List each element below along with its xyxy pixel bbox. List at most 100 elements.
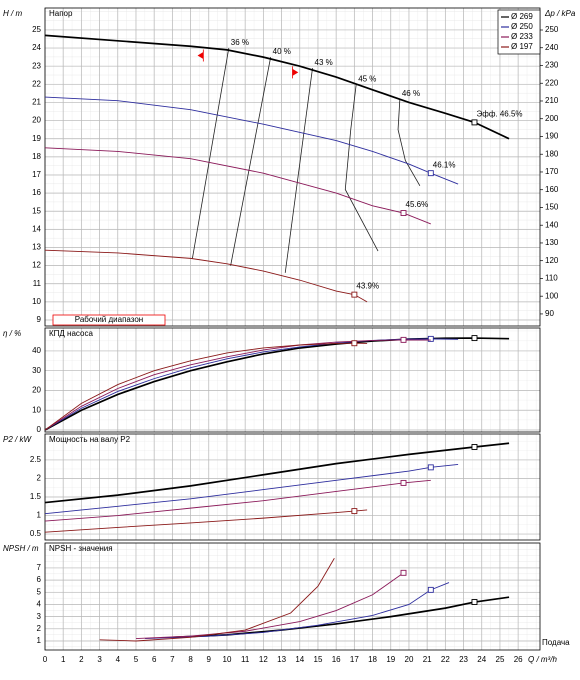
y2-tick-label: 100 bbox=[545, 291, 559, 300]
y-tick-label: 20 bbox=[32, 386, 41, 395]
y2-tick-label: 170 bbox=[545, 167, 559, 176]
y2-tick-label: 240 bbox=[545, 43, 559, 52]
x-tick-label: 17 bbox=[350, 655, 359, 664]
x-tick-label: 10 bbox=[223, 655, 232, 664]
x-tick-label: 19 bbox=[386, 655, 395, 664]
plot-border bbox=[44, 7, 541, 327]
curve bbox=[135, 572, 404, 640]
y-tick-label: 2 bbox=[37, 474, 42, 483]
duty-point bbox=[400, 210, 407, 217]
duty-point bbox=[427, 170, 434, 177]
curve bbox=[44, 339, 431, 431]
y2-tick-label: 220 bbox=[545, 78, 559, 87]
curve bbox=[44, 463, 459, 515]
x-tick-label: 14 bbox=[295, 655, 304, 664]
x-tick-label: 21 bbox=[423, 655, 432, 664]
x-tick-label: 13 bbox=[277, 655, 286, 664]
y-tick-label: 10 bbox=[32, 405, 41, 414]
range-arrow bbox=[292, 66, 299, 79]
y-axis-label: NPSH / m bbox=[3, 544, 39, 553]
y-tick-label: 24 bbox=[32, 43, 41, 52]
range-box bbox=[52, 314, 166, 326]
duty-point bbox=[471, 599, 478, 605]
efficiency-label: 40 % bbox=[273, 47, 291, 56]
plot-border bbox=[44, 433, 541, 541]
y-tick-label: 21 bbox=[32, 98, 41, 107]
y-tick-label: 22 bbox=[32, 79, 41, 88]
curve-label: 45.6% bbox=[406, 200, 429, 209]
y-tick-label: 5 bbox=[37, 587, 42, 596]
y-tick-label: 0.5 bbox=[30, 529, 42, 538]
panel-title: Напор bbox=[49, 9, 73, 18]
y-axis-label: H / m bbox=[3, 9, 22, 18]
curve bbox=[44, 34, 510, 140]
duty-point bbox=[427, 335, 434, 342]
x-tick-label: 16 bbox=[332, 655, 341, 664]
x-tick-label: 7 bbox=[170, 655, 175, 664]
curve-label: Эфф. 46.5% bbox=[476, 110, 522, 119]
y-tick-label: 40 bbox=[32, 346, 41, 355]
y2-tick-label: 160 bbox=[545, 185, 559, 194]
x-tick-label: 18 bbox=[368, 655, 377, 664]
curve-label: 46.1% bbox=[433, 160, 456, 169]
y-tick-label: 23 bbox=[32, 61, 41, 70]
y-tick-label: 1 bbox=[37, 511, 42, 520]
x-tick-label: 24 bbox=[477, 655, 486, 664]
efficiency-label: 46 % bbox=[402, 89, 420, 98]
y-tick-label: 7 bbox=[37, 563, 42, 572]
y-tick-label: 16 bbox=[32, 188, 41, 197]
y-tick-label: 12 bbox=[32, 261, 41, 270]
duty-point bbox=[427, 586, 434, 593]
y2-tick-label: 90 bbox=[545, 309, 554, 318]
x-tick-label: 0 bbox=[43, 655, 48, 664]
efficiency-label: 45 % bbox=[358, 74, 376, 83]
curve bbox=[44, 96, 459, 185]
efficiency-line bbox=[344, 84, 379, 252]
efficiency-line bbox=[397, 98, 421, 187]
curve bbox=[44, 338, 459, 431]
y2-axis-label: Δp / kPa bbox=[544, 9, 576, 18]
y-tick-label: 1.5 bbox=[30, 492, 42, 501]
range-label: Рабочий диапазон bbox=[75, 315, 143, 324]
y-tick-label: 13 bbox=[32, 243, 41, 252]
duty-point bbox=[400, 569, 407, 576]
duty-point bbox=[471, 444, 478, 450]
plot-area bbox=[45, 8, 540, 326]
y-axis-label: η / % bbox=[3, 329, 21, 338]
y-tick-label: 4 bbox=[37, 600, 42, 609]
y2-tick-label: 110 bbox=[545, 274, 558, 283]
duty-point bbox=[351, 291, 358, 298]
y-tick-label: 3 bbox=[37, 612, 42, 621]
x-tick-label: 1 bbox=[61, 655, 66, 664]
y2-tick-label: 140 bbox=[545, 220, 559, 229]
y-tick-label: 2.5 bbox=[30, 455, 42, 464]
legend-label: Ø 197 bbox=[511, 42, 533, 51]
duty-point bbox=[400, 479, 407, 486]
x-tick-label: 11 bbox=[241, 655, 250, 664]
efficiency-label: 36 % bbox=[231, 38, 249, 47]
y-tick-label: 17 bbox=[32, 170, 41, 179]
x-tick-label: 5 bbox=[134, 655, 139, 664]
efficiency-line bbox=[284, 67, 313, 273]
panel-title: Мощность на валу P2 bbox=[49, 435, 131, 444]
range-arrow bbox=[197, 49, 204, 62]
x-tick-label: 22 bbox=[441, 655, 450, 664]
curve bbox=[44, 337, 510, 431]
x-tick-label: 2 bbox=[79, 655, 84, 664]
y-tick-label: 11 bbox=[33, 279, 42, 288]
x-tick-label: 23 bbox=[459, 655, 468, 664]
y-tick-label: 20 bbox=[32, 116, 41, 125]
x-tick-label: 4 bbox=[116, 655, 121, 664]
plot-area bbox=[45, 328, 540, 432]
x-tick-label: 15 bbox=[314, 655, 323, 664]
curve bbox=[99, 557, 335, 642]
curve bbox=[145, 582, 450, 640]
plot-border bbox=[44, 327, 541, 433]
x-tick-label: 26 bbox=[514, 655, 523, 664]
duty-point bbox=[351, 508, 358, 515]
x-tick-label: 9 bbox=[207, 655, 212, 664]
y2-tick-label: 250 bbox=[545, 25, 559, 34]
y-axis-label: P2 / kW bbox=[3, 435, 32, 444]
duty-point bbox=[471, 119, 478, 126]
